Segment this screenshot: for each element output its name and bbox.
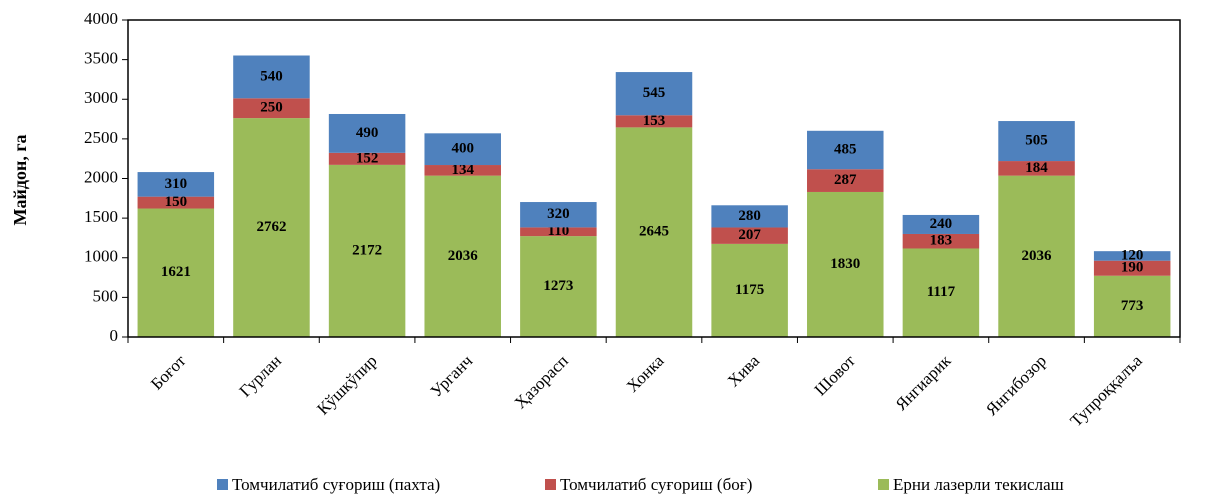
data-label: 2762 xyxy=(256,219,286,235)
x-tick-label: Янгибозор xyxy=(982,351,1050,419)
data-label: 310 xyxy=(165,176,188,192)
bar-segment xyxy=(424,133,501,166)
bar-segment xyxy=(424,175,501,337)
y-tick-label: 1500 xyxy=(84,207,118,226)
data-label: 490 xyxy=(356,125,379,141)
bar-segment xyxy=(711,243,788,337)
y-tick-label: 4000 xyxy=(84,9,118,28)
data-label: 152 xyxy=(356,150,379,166)
y-tick-label: 2000 xyxy=(84,167,118,186)
y-tick-label: 2500 xyxy=(84,128,118,147)
bar-segment xyxy=(615,127,693,337)
bar-segment xyxy=(902,233,980,249)
x-tick-label: Кўшкўпир xyxy=(313,351,380,418)
bar-segment xyxy=(520,227,597,237)
data-label: 485 xyxy=(834,141,857,157)
data-label: 153 xyxy=(643,113,666,129)
bar-segment xyxy=(807,130,884,170)
data-label: 400 xyxy=(451,141,474,157)
bar-segment xyxy=(902,214,980,234)
data-label: 1621 xyxy=(161,264,191,280)
bar-segment xyxy=(615,72,693,116)
data-label: 2036 xyxy=(448,248,479,264)
bar-segment xyxy=(328,164,406,337)
y-axis-label: Майдон, га xyxy=(10,134,30,225)
bar-segment xyxy=(1093,251,1171,261)
x-tick-label: Шовот xyxy=(811,351,860,400)
data-label: 240 xyxy=(930,216,953,232)
data-label: 207 xyxy=(738,227,761,243)
bar-segment xyxy=(615,115,693,128)
data-label: 1273 xyxy=(543,278,573,294)
legend-label: Ерни лазерли текислаш xyxy=(893,475,1064,494)
data-label: 2645 xyxy=(639,224,669,240)
y-tick-label: 3500 xyxy=(84,49,118,68)
bar-segment xyxy=(328,152,406,165)
bar-segment xyxy=(137,208,215,337)
x-tick-label: Гурлан xyxy=(235,351,285,401)
data-label: 545 xyxy=(643,85,666,101)
data-label: 773 xyxy=(1121,298,1144,314)
data-label: 320 xyxy=(547,206,570,222)
data-label: 120 xyxy=(1121,247,1144,263)
bar-segment xyxy=(520,202,597,228)
x-tick-label: Ҳазорасп xyxy=(511,351,572,412)
x-tick-label: Хива xyxy=(724,351,764,391)
bar-segment xyxy=(233,55,310,99)
bar-segment xyxy=(902,248,980,337)
x-tick-label: Тупроққалъа xyxy=(1066,351,1146,431)
data-label: 150 xyxy=(165,194,188,210)
data-label: 1117 xyxy=(927,284,956,300)
data-label: 250 xyxy=(260,100,283,116)
bar-segment xyxy=(807,169,884,192)
data-label: 280 xyxy=(738,208,761,224)
bar-segment xyxy=(1093,275,1171,337)
x-tick-label: Урганч xyxy=(427,351,477,401)
bar-segment xyxy=(1093,260,1171,276)
data-label: 540 xyxy=(260,68,283,84)
plot-border xyxy=(127,19,1181,338)
legend-swatch xyxy=(545,479,556,490)
data-label: 1830 xyxy=(830,256,860,272)
x-tick-label: Янгиарик xyxy=(892,351,955,414)
bar-segment xyxy=(137,172,215,197)
bar-segment xyxy=(137,196,215,209)
data-label: 184 xyxy=(1025,160,1048,176)
data-label: 2172 xyxy=(352,242,382,258)
legend-swatch xyxy=(217,479,228,490)
bar-segment xyxy=(520,236,597,337)
bar-segment xyxy=(711,227,788,244)
y-tick-label: 3000 xyxy=(84,88,118,107)
data-label: 2036 xyxy=(1022,248,1053,264)
bar-segment xyxy=(807,191,884,337)
legend-label: Томчилатиб суғориш (пахта) xyxy=(232,475,440,494)
legend-label: Томчилатиб суғориш (боғ) xyxy=(560,475,752,494)
y-tick-label: 1000 xyxy=(84,247,118,266)
bar-segment xyxy=(998,161,1075,176)
data-label: 134 xyxy=(451,162,474,178)
bar-segment xyxy=(328,113,406,153)
bar-segment xyxy=(233,118,310,337)
x-tick-label: Боғот xyxy=(147,351,190,394)
y-tick-label: 0 xyxy=(110,326,119,345)
data-label: 287 xyxy=(834,172,857,188)
data-label: 190 xyxy=(1121,260,1144,276)
bar-segment xyxy=(998,121,1075,162)
data-label: 505 xyxy=(1025,132,1048,148)
bar-segment xyxy=(711,205,788,228)
legend-swatch xyxy=(878,479,889,490)
y-tick-label: 500 xyxy=(93,286,119,305)
bar-segment xyxy=(233,98,310,119)
bar-segment xyxy=(424,165,501,176)
data-label: 183 xyxy=(930,233,953,249)
data-label: 1175 xyxy=(735,282,764,298)
bar-segment xyxy=(998,175,1075,337)
x-tick-label: Хонка xyxy=(623,351,668,396)
